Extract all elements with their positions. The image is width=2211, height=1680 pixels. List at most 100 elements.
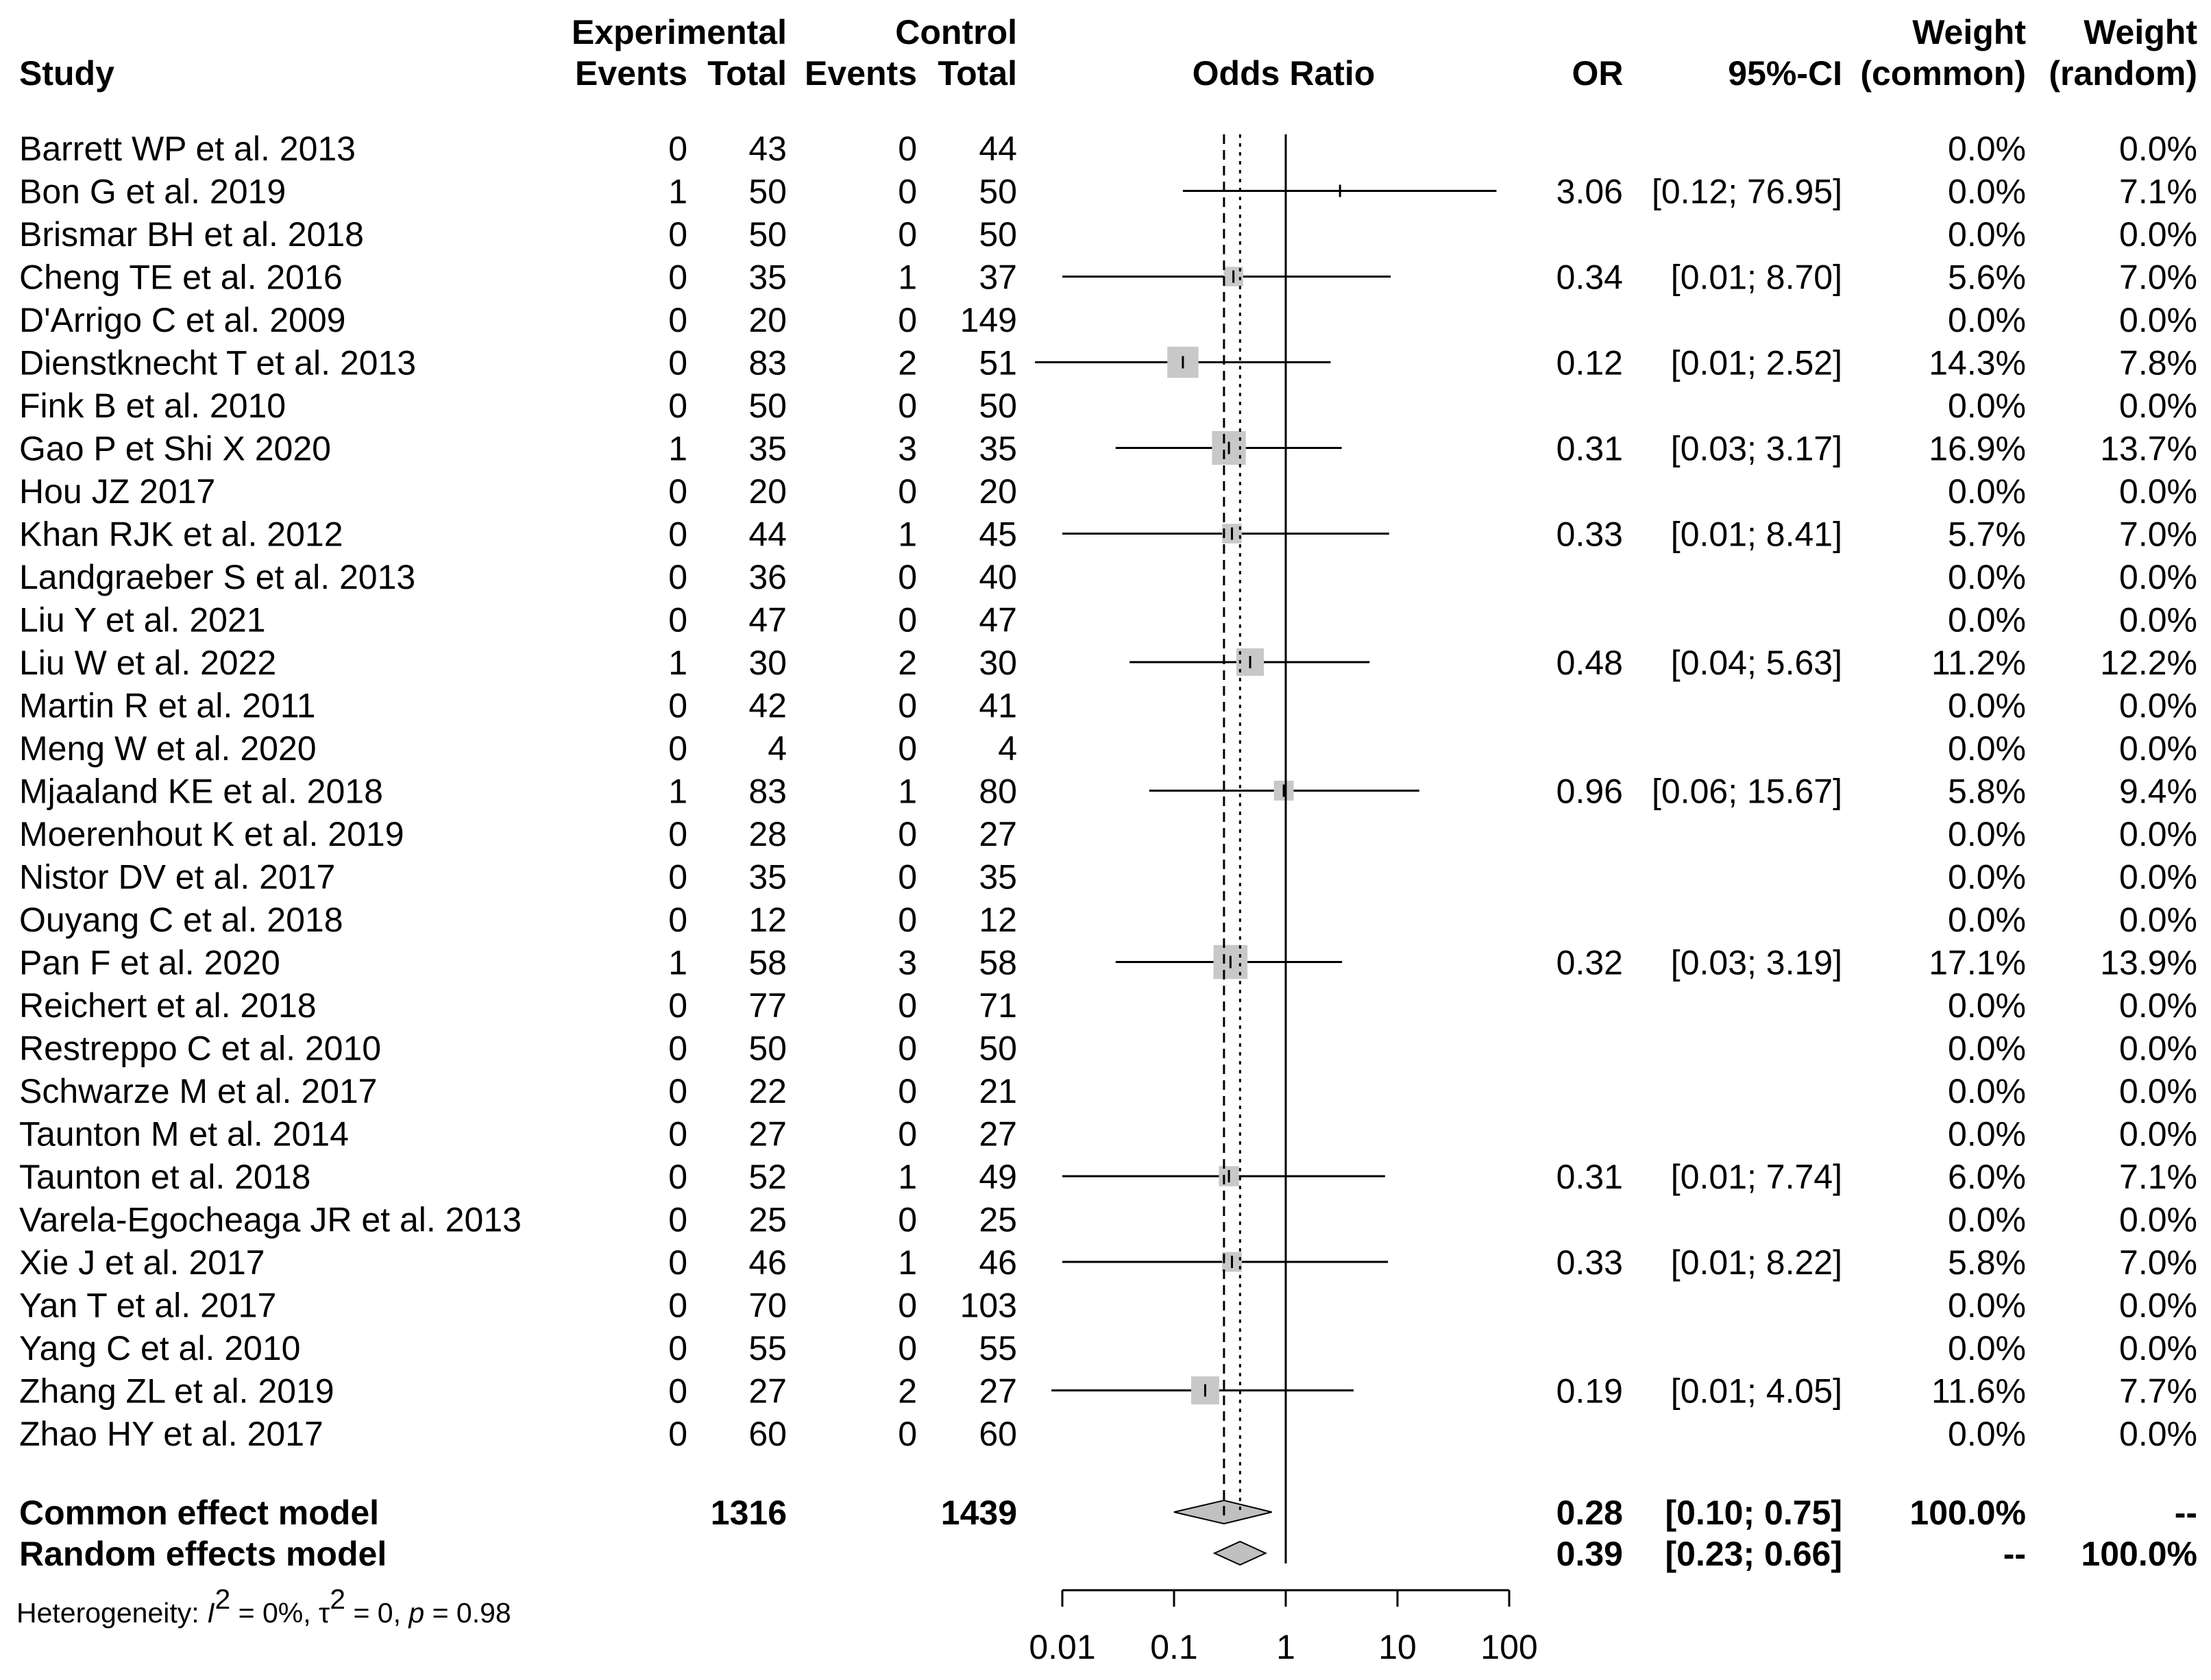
study-name: Khan RJK et al. 2012 (19, 515, 343, 554)
cell-ci: [0.04; 5.63] (1671, 644, 1842, 682)
study-name: Yang C et al. 2010 (19, 1329, 300, 1367)
table-row: Pan F et al. 2020 1 58 3 58 0.32 [0.03; 3.19] 1… (19, 944, 2197, 982)
cell-ci: [0.23; 0.66] (1665, 1535, 1842, 1573)
cell-ctl-total: 4 (998, 729, 1017, 768)
cell-weight-random: 0.0% (2119, 472, 2197, 511)
cell-weight-random: 0.0% (2119, 301, 2197, 339)
cell-ci: [0.01; 8.22] (1671, 1243, 1842, 1282)
cell-exp-total: 58 (748, 944, 787, 982)
cell-ci: [0.01; 2.52] (1671, 344, 1842, 382)
cell-weight-common: 0.0% (1948, 986, 2026, 1025)
summary-row: Common effect model 1316 1439 0.28 [0.10; 0.… (19, 1494, 2197, 1532)
table-row: Zhang ZL et al. 2019 0 27 2 27 0.19 [0.01; 4.0… (19, 1372, 2197, 1411)
header-weight-random: Weight (2084, 13, 2197, 51)
study-name: Gao P et Shi X 2020 (19, 430, 331, 468)
cell-weight-random: 0.0% (2119, 130, 2197, 168)
cell-exp-total: 1316 (711, 1494, 787, 1532)
table-row: Zhao HY et al. 2017 0 60 0 60 0.0% 0.0% (19, 1415, 2197, 1453)
study-rows: Barrett WP et al. 2013 0 43 0 44 0.0% 0.0%Bon … (19, 130, 2197, 1573)
cell-exp-total: 27 (748, 1115, 787, 1154)
cell-weight-common: 0.0% (1948, 858, 2026, 897)
cell-ctl-events: 3 (898, 430, 917, 468)
cell-exp-total: 83 (748, 344, 787, 382)
table-row: Martin R et al. 2011 0 42 0 41 0.0% 0.0% (19, 687, 2197, 725)
cell-exp-total: 25 (748, 1201, 787, 1239)
cell-exp-events: 0 (668, 815, 687, 853)
study-name: Restreppo C et al. 2010 (19, 1030, 381, 1068)
header-ctl-events: Events (805, 54, 917, 93)
cell-ctl-total: 50 (979, 215, 1017, 254)
cell-weight-common: 0.0% (1948, 1287, 2026, 1325)
cell-weight-common: 0.0% (1948, 901, 2026, 939)
cell-exp-total: 50 (748, 173, 787, 211)
cell-exp-events: 0 (668, 472, 687, 511)
study-name: Yan T et al. 2017 (19, 1287, 276, 1325)
cell-ci: [0.01; 7.74] (1671, 1158, 1842, 1196)
table-row: D'Arrigo C et al. 2009 0 20 0 149 0.0% 0.0% (19, 301, 2197, 339)
cell-ctl-events: 0 (898, 858, 917, 897)
study-name: Cheng TE et al. 2016 (19, 258, 343, 297)
i2-value: = 0%, (230, 1597, 319, 1629)
cell-ctl-total: 35 (979, 430, 1017, 468)
study-name: Moerenhout K et al. 2019 (19, 815, 404, 853)
cell-ctl-total: 58 (979, 944, 1017, 982)
cell-weight-random: 0.0% (2119, 858, 2197, 897)
cell-ctl-events: 0 (898, 986, 917, 1025)
cell-or: 0.28 (1556, 1494, 1623, 1532)
cell-exp-total: 55 (748, 1329, 787, 1367)
cell-ctl-total: 40 (979, 558, 1017, 596)
cell-or: 0.33 (1556, 1243, 1623, 1282)
cell-ctl-events: 2 (898, 1372, 917, 1411)
cell-ctl-events: 0 (898, 215, 917, 254)
cell-or: 0.31 (1556, 1158, 1623, 1196)
cell-ctl-total: 21 (979, 1072, 1017, 1110)
cell-exp-events: 1 (668, 173, 687, 211)
study-name: Dienstknecht T et al. 2013 (19, 344, 416, 382)
cell-exp-events: 0 (668, 1201, 687, 1239)
header-ctl-total: Total (938, 54, 1017, 93)
study-name: Xie J et al. 2017 (19, 1243, 265, 1282)
cell-weight-random: 100.0% (2081, 1535, 2197, 1573)
cell-weight-common: 16.9% (1929, 430, 2026, 468)
header-odds-ratio: Odds Ratio (1193, 54, 1376, 93)
header-experimental: Experimental (572, 13, 787, 51)
cell-weight-random: 12.2% (2100, 644, 2197, 682)
cell-ctl-events: 0 (898, 130, 917, 168)
cell-exp-events: 0 (668, 344, 687, 382)
cell-weight-common: 0.0% (1948, 173, 2026, 211)
cell-ctl-events: 0 (898, 1287, 917, 1325)
cell-ctl-events: 0 (898, 901, 917, 939)
cell-ctl-total: 55 (979, 1329, 1017, 1367)
study-name: Taunton M et al. 2014 (19, 1115, 349, 1154)
cell-exp-total: 12 (748, 901, 787, 939)
cell-weight-common: 5.8% (1948, 1243, 2026, 1282)
study-name: Meng W et al. 2020 (19, 729, 317, 768)
cell-weight-random: 7.0% (2119, 515, 2197, 554)
cell-exp-events: 0 (668, 901, 687, 939)
plot-area: 0.01 0.1 1 10 100 (1029, 134, 1538, 1666)
table-row: Schwarze M et al. 2017 0 22 0 21 0.0% 0.0% (19, 1072, 2197, 1110)
cell-exp-total: 35 (748, 430, 787, 468)
cell-exp-events: 0 (668, 1158, 687, 1196)
table-row: Fink B et al. 2010 0 50 0 50 0.0% 0.0% (19, 387, 2197, 425)
study-name: Schwarze M et al. 2017 (19, 1072, 378, 1110)
cell-exp-events: 0 (668, 1287, 687, 1325)
cell-weight-random: 0.0% (2119, 986, 2197, 1025)
cell-exp-total: 20 (748, 472, 787, 511)
cell-weight-random: 0.0% (2119, 1072, 2197, 1110)
cell-weight-common: 0.0% (1948, 1329, 2026, 1367)
table-row: Taunton et al. 2018 0 52 1 49 0.31 [0.01; 7.74… (19, 1158, 2197, 1196)
x-tick-label: 1 (1276, 1628, 1295, 1666)
cell-exp-total: 50 (748, 387, 787, 425)
random-effects-diamond (1212, 1540, 1267, 1566)
cell-ctl-total: 49 (979, 1158, 1017, 1196)
cell-weight-common: 0.0% (1948, 1415, 2026, 1453)
cell-weight-common: 0.0% (1948, 1201, 2026, 1239)
table-row: Landgraeber S et al. 2013 0 36 0 40 0.0% 0.0% (19, 558, 2197, 596)
table-row: Moerenhout K et al. 2019 0 28 0 27 0.0% 0.0% (19, 815, 2197, 853)
cell-weight-common: 0.0% (1948, 472, 2026, 511)
cell-weight-common: 0.0% (1948, 1030, 2026, 1068)
cell-weight-common: 17.1% (1929, 944, 2026, 982)
cell-ctl-events: 0 (898, 1201, 917, 1239)
